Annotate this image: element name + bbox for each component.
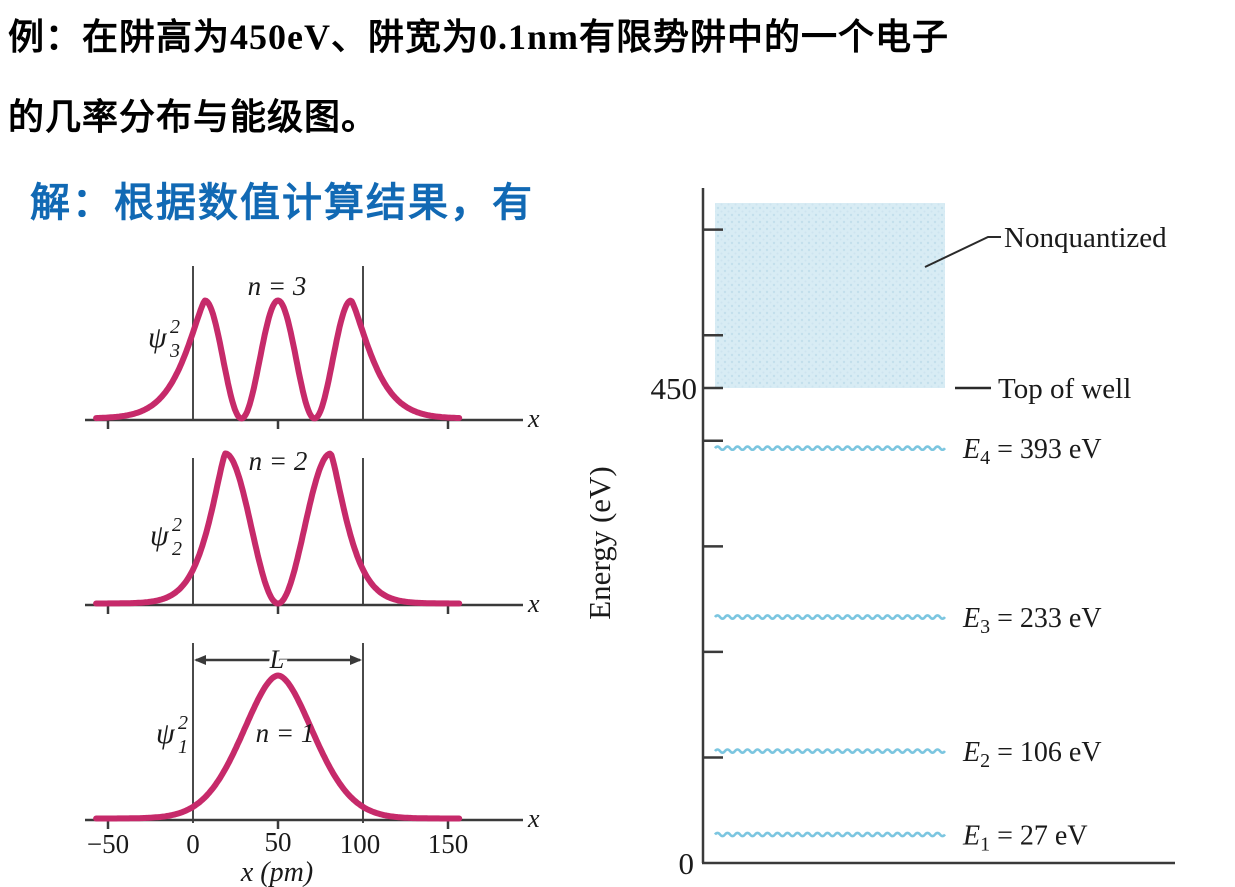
energy-level-line-E3 xyxy=(713,614,947,620)
psi1-squared-curve xyxy=(93,672,463,822)
energy-level-figure: E4 = 393 eV E3 = 233 eV E2 = 106 eV E1 = 27… xyxy=(590,188,1175,881)
energy-level-label-E4: E4 = 393 eV xyxy=(962,434,1102,469)
x-tick-label: 100 xyxy=(340,829,381,859)
well-width-arrow: L xyxy=(194,642,362,678)
energy-level-line-E4 xyxy=(713,445,947,452)
energy-level-label-E1: E1 = 27 eV xyxy=(962,821,1088,856)
x-end-label: x xyxy=(527,404,540,433)
psi3-label: ψ 2 3 xyxy=(148,307,188,362)
energy-levels: E4 = 393 eV E3 = 233 eV E2 = 106 eV E1 = 27… xyxy=(713,434,1102,856)
energy-axis-title: Energy (eV) xyxy=(590,466,617,620)
nonquantized-leader-line xyxy=(924,236,1001,268)
psi1-label: ψ 2 1 xyxy=(156,703,196,758)
psi2-squared-curve xyxy=(93,450,463,607)
x-axis-title: x (pm) xyxy=(240,857,313,887)
x-tick-label: −50 xyxy=(87,829,129,859)
solution-text: 解：根据数值计算结果，有 xyxy=(30,180,534,225)
well-top-tick-label: 450 xyxy=(651,371,698,406)
nonquantized-region xyxy=(715,203,945,388)
probability-density-figure: x n = 3 ψ 2 3 x n = 2 ψ 2 2 xyxy=(85,266,540,887)
page-title-line1: 例：在阱高为450eV、阱宽为0.1nm有限势阱中的一个电子 xyxy=(8,17,949,57)
x-end-label: x xyxy=(527,589,540,618)
well-width-label: L xyxy=(269,645,284,674)
n-label: n = 2 xyxy=(249,446,308,476)
psi2-label: ψ 2 2 xyxy=(150,505,190,560)
top-of-well-label: Top of well xyxy=(998,373,1131,405)
prob-plot-n2: x n = 2 ψ 2 2 xyxy=(85,446,540,618)
page-title-line2: 的几率分布与能级图。 xyxy=(8,97,379,137)
n-label: n = 1 xyxy=(256,718,315,748)
energy-level-line-E2 xyxy=(713,748,947,754)
zero-tick-label: 0 xyxy=(679,846,695,881)
prob-plot-n1: L x n = 1 ψ 2 1 −50 0 50 100 150 x (pm) xyxy=(85,642,540,887)
energy-level-line-E1 xyxy=(713,831,947,838)
x-tick-label: 50 xyxy=(265,827,292,857)
x-end-label: x xyxy=(527,804,540,833)
x-tick-label: 150 xyxy=(428,829,469,859)
x-tick-label: 0 xyxy=(186,829,200,859)
energy-axis-ticks xyxy=(703,228,723,759)
energy-level-label-E3: E3 = 233 eV xyxy=(962,603,1102,638)
psi3-squared-curve xyxy=(93,297,463,422)
prob-plot-n3: x n = 3 ψ 2 3 xyxy=(85,266,540,433)
nonquantized-label: Nonquantized xyxy=(1004,222,1167,254)
energy-level-label-E2: E2 = 106 eV xyxy=(962,737,1102,772)
n-label: n = 3 xyxy=(248,271,307,301)
